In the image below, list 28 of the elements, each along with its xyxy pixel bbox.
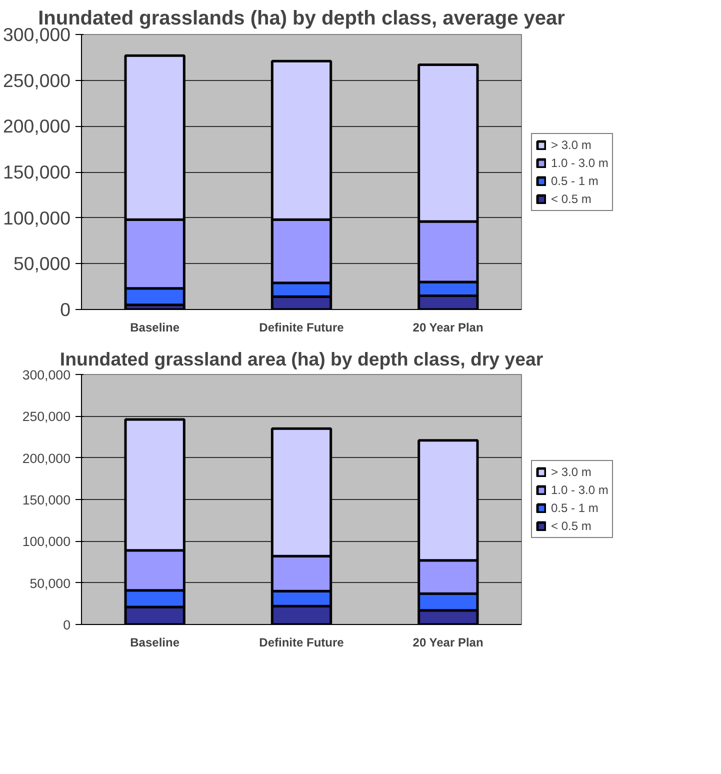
y-tick-label: 150,000 xyxy=(22,492,71,508)
x-tick-label: Baseline xyxy=(130,320,180,334)
chart-title: Inundated grassland area (ha) by depth class, dry year xyxy=(60,348,544,370)
y-tick-label: 0 xyxy=(63,618,71,632)
y-tick-label: 300,000 xyxy=(22,368,71,382)
y-tick-label: 200,000 xyxy=(22,450,71,466)
x-tick-label: Definite Future xyxy=(259,636,344,650)
y-tick-label: 250,000 xyxy=(22,409,71,424)
y-tick-label: 100,000 xyxy=(22,534,71,550)
legend-label: 1.0 - 3.0 m xyxy=(551,156,608,170)
x-tick-label: 20 Year Plan xyxy=(412,636,484,650)
y-tick-label: 50,000 xyxy=(13,253,70,274)
x-tick-label: Definite Future xyxy=(259,320,344,334)
y-tick-label: 200,000 xyxy=(3,116,71,137)
y-tick-label: 100,000 xyxy=(3,207,71,228)
y-tick-label: 0 xyxy=(60,299,71,320)
y-tick-label: 150,000 xyxy=(3,162,71,182)
x-tick-label: Baseline xyxy=(130,636,180,650)
y-tick-label: 50,000 xyxy=(30,576,70,591)
legend-label: < 0.5 m xyxy=(551,192,592,206)
legend-label: > 3.0 m xyxy=(551,138,592,152)
y-tick-label: 250,000 xyxy=(3,70,71,91)
legend-label: 0.5 - 1 m xyxy=(551,501,598,515)
legend-label: < 0.5 m xyxy=(551,519,592,533)
legend-label: 0.5 - 1 m xyxy=(551,174,598,188)
x-tick-label: 20 Year Plan xyxy=(412,320,484,334)
legend-label: 1.0 - 3.0 m xyxy=(551,483,608,497)
legend-label: > 3.0 m xyxy=(551,465,592,479)
